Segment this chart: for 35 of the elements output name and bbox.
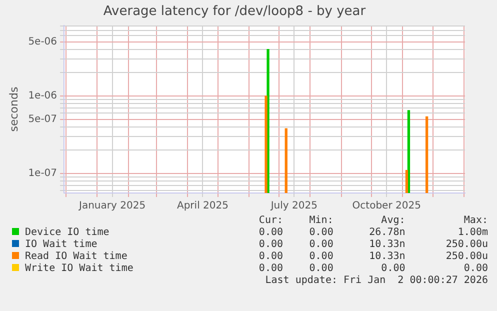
text: 0.00 bbox=[258, 239, 284, 251]
text: 0.00 bbox=[308, 239, 334, 251]
x-tick-label: January 2025 bbox=[78, 200, 146, 212]
y-tick-label: 1e-07 bbox=[28, 168, 58, 180]
text: 10.33n bbox=[368, 251, 406, 263]
y-tick-label: 5e-07 bbox=[28, 114, 58, 125]
text: 0.00 bbox=[258, 251, 284, 263]
y-axis-title: seconds bbox=[7, 86, 20, 132]
text: 0.00 bbox=[380, 263, 406, 275]
text: Avg: bbox=[380, 215, 406, 227]
text: 0.00 bbox=[462, 263, 488, 275]
text: Last update: Fri Jan 2 00:00:27 2026 bbox=[264, 275, 488, 287]
text: 1.00m bbox=[456, 227, 488, 239]
legend-label: Read IO Wait time bbox=[24, 251, 128, 263]
text: Cur: bbox=[258, 215, 284, 227]
x-tick-label: October 2025 bbox=[352, 200, 421, 212]
x-tick-label: July 2025 bbox=[270, 200, 318, 212]
y-tick-label: 5e-06 bbox=[28, 36, 58, 48]
legend-label: Write IO Wait time bbox=[24, 263, 134, 275]
text: Max: bbox=[462, 215, 488, 227]
x-tick-label: April 2025 bbox=[176, 200, 228, 212]
legend-label: IO Wait time bbox=[24, 239, 98, 251]
y-tick-label: 1e-06 bbox=[28, 90, 58, 102]
text: 10.33n bbox=[368, 239, 406, 251]
text: Min: bbox=[308, 215, 334, 227]
text: 0.00 bbox=[308, 227, 334, 239]
text: 0.00 bbox=[258, 227, 284, 239]
chart-title: Average latency for /dev/loop8 - by year bbox=[103, 4, 366, 20]
text: 250.00u bbox=[444, 239, 488, 251]
text: 0.00 bbox=[308, 263, 334, 275]
text: 26.78n bbox=[368, 227, 406, 239]
text: 250.00u bbox=[444, 251, 488, 263]
text: 0.00 bbox=[308, 251, 334, 263]
text: 0.00 bbox=[258, 263, 284, 275]
legend-label: Device IO time bbox=[24, 227, 110, 239]
